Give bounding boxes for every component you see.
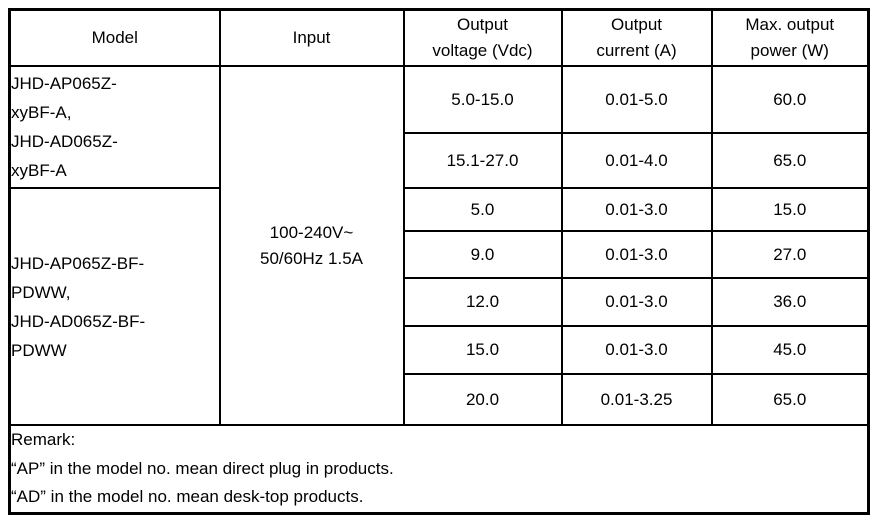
model-group-2: JHD-AP065Z-BF- PDWW, JHD-AD065Z-BF- PDWW (8, 187, 221, 426)
remark-row: Remark: “AP” in the model no. mean direc… (8, 424, 870, 514)
table-row: 9.0 0.01-3.0 27.0 (10, 230, 870, 279)
current-value: 0.01-3.0 (560, 230, 713, 279)
table-row: 12.0 0.01-3.0 36.0 (10, 277, 870, 327)
table-row: 15.0 0.01-3.0 45.0 (10, 325, 870, 375)
voltage-value: 15.1-27.0 (402, 132, 563, 189)
power-value: 45.0 (710, 325, 870, 375)
header-row: Model Input Output voltage (Vdc) Output … (8, 8, 870, 67)
remark-title: Remark: (11, 430, 76, 449)
header-output-current: Output current (A) (560, 8, 713, 67)
model-group-1: JHD-AP065Z- xyBF-A, JHD-AD065Z- xyBF-A (8, 65, 221, 189)
power-value: 15.0 (710, 187, 870, 232)
voltage-value: 12.0 (402, 277, 563, 327)
power-value: 36.0 (710, 277, 870, 327)
current-value: 0.01-3.25 (560, 373, 713, 426)
header-output-voltage: Output voltage (Vdc) (402, 8, 563, 67)
header-input: Input (218, 8, 405, 67)
power-value: 65.0 (710, 132, 870, 189)
current-value: 0.01-4.0 (560, 132, 713, 189)
remark-cell: Remark: “AP” in the model no. mean direc… (8, 424, 870, 514)
voltage-value: 5.0 (402, 187, 563, 232)
voltage-value: 5.0-15.0 (402, 65, 563, 134)
voltage-value: 9.0 (402, 230, 563, 279)
table-row: 20.0 0.01-3.25 65.0 (10, 373, 870, 426)
header-model: Model (8, 8, 221, 67)
power-value: 65.0 (710, 373, 870, 426)
spec-table: Model Input Output voltage (Vdc) Output … (8, 8, 870, 515)
header-max-output-power: Max. output power (W) (710, 8, 870, 67)
voltage-value: 15.0 (402, 325, 563, 375)
remark-line-ad: “AD” in the model no. mean desk-top prod… (11, 487, 364, 506)
table-row: 15.1-27.0 0.01-4.0 65.0 (10, 132, 870, 189)
voltage-value: 20.0 (402, 373, 563, 426)
power-value: 60.0 (710, 65, 870, 134)
current-value: 0.01-3.0 (560, 277, 713, 327)
power-value: 27.0 (710, 230, 870, 279)
input-value: 100-240V~ 50/60Hz 1.5A (218, 65, 405, 426)
remark-line-ap: “AP” in the model no. mean direct plug i… (11, 458, 394, 478)
table-row: JHD-AP065Z-BF- PDWW, JHD-AD065Z-BF- PDWW… (8, 187, 870, 426)
table-row: JHD-AP065Z- xyBF-A, JHD-AD065Z- xyBF-A 1… (8, 65, 870, 426)
current-value: 0.01-5.0 (560, 65, 713, 134)
current-value: 0.01-3.0 (560, 325, 713, 375)
current-value: 0.01-3.0 (560, 187, 713, 232)
